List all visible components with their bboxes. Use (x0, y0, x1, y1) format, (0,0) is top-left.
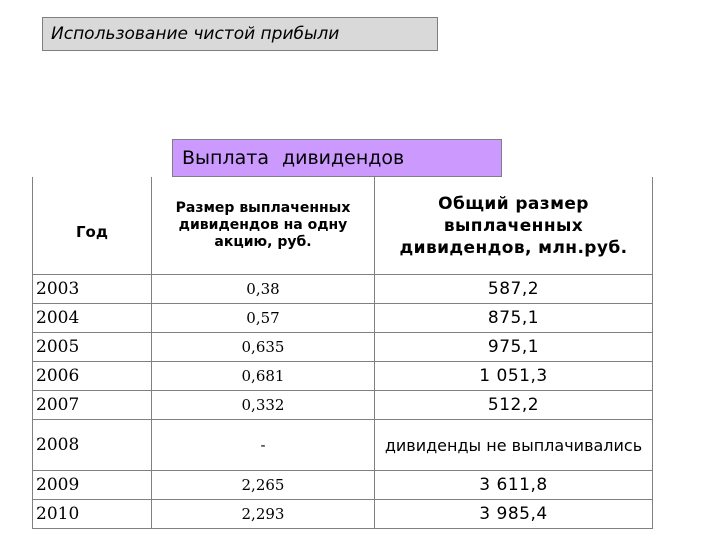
table-header-row: Год Размер выплаченных дивидендов на одн… (32, 177, 653, 275)
table-row: 2010 2,293 3 985,4 (32, 499, 653, 529)
cell-year: 2009 (32, 470, 152, 500)
cell-year: 2006 (32, 361, 152, 391)
cell-per-share: - (151, 419, 375, 471)
cell-per-share: 0,635 (151, 332, 375, 362)
cell-total: 3 611,8 (374, 470, 653, 500)
cell-per-share: 0,57 (151, 303, 375, 333)
table-row: 2007 0,332 512,2 (32, 390, 653, 420)
header-per-share: Размер выплаченных дивидендов на одну ак… (151, 177, 375, 275)
cell-total: дивиденды не выплачивались (374, 419, 653, 471)
cell-total: 875,1 (374, 303, 653, 333)
table-row: 2006 0,681 1 051,3 (32, 361, 653, 391)
cell-year: 2008 (32, 419, 152, 471)
cell-total: 975,1 (374, 332, 653, 362)
cell-total: 587,2 (374, 274, 653, 304)
header-total: Общий размер выплаченных дивидендов, млн… (374, 177, 653, 275)
cell-year: 2010 (32, 499, 152, 529)
cell-per-share: 0,38 (151, 274, 375, 304)
section-subtitle: Выплата дивидендов (172, 139, 502, 177)
table-row: 2005 0,635 975,1 (32, 332, 653, 362)
table-row: 2004 0,57 875,1 (32, 303, 653, 333)
cell-per-share: 0,681 (151, 361, 375, 391)
cell-year: 2005 (32, 332, 152, 362)
table-row: 2008 - дивиденды не выплачивались (32, 419, 653, 471)
table-row: 2009 2,265 3 611,8 (32, 470, 653, 500)
cell-total: 1 051,3 (374, 361, 653, 391)
dividends-table: Год Размер выплаченных дивидендов на одн… (32, 177, 653, 529)
table-row: 2003 0,38 587,2 (32, 274, 653, 304)
cell-per-share: 2,293 (151, 499, 375, 529)
cell-per-share: 0,332 (151, 390, 375, 420)
cell-year: 2007 (32, 390, 152, 420)
cell-total: 3 985,4 (374, 499, 653, 529)
cell-year: 2003 (32, 274, 152, 304)
cell-total: 512,2 (374, 390, 653, 420)
cell-per-share: 2,265 (151, 470, 375, 500)
header-year: Год (32, 177, 152, 275)
slide-title: Использование чистой прибыли (42, 17, 438, 51)
cell-year: 2004 (32, 303, 152, 333)
